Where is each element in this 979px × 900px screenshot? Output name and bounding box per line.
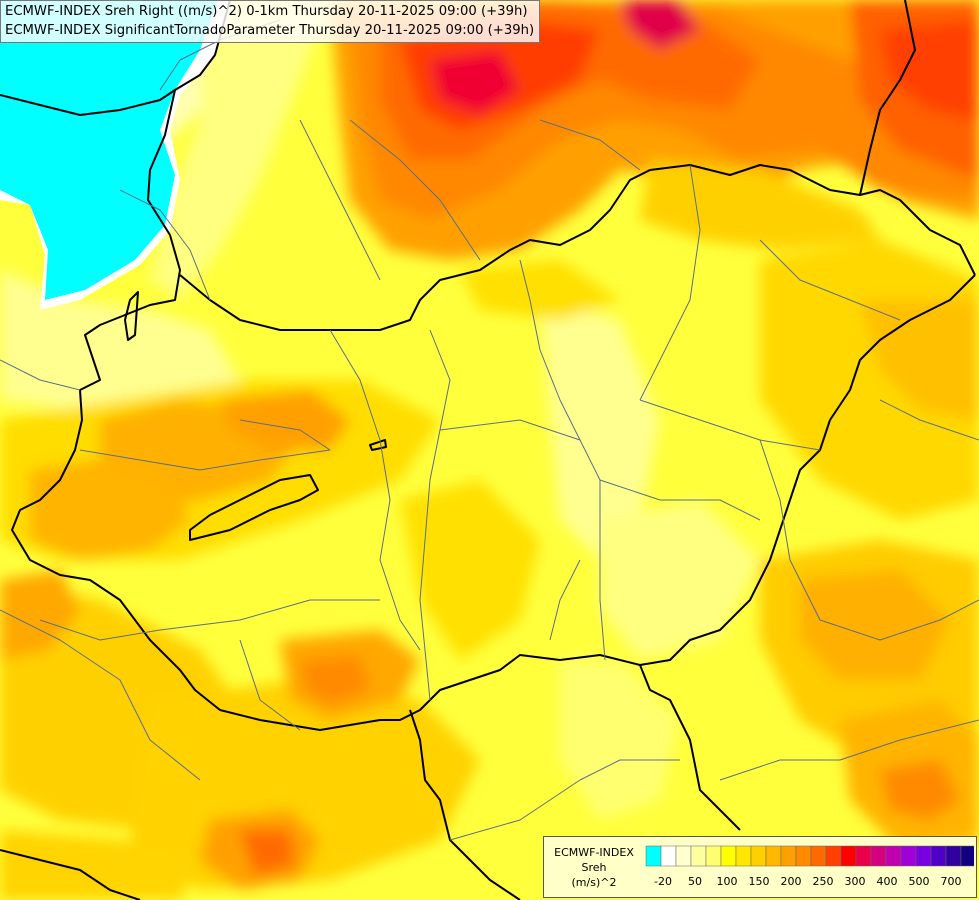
legend-tick-label: 700 xyxy=(940,875,962,888)
legend-swatch xyxy=(885,845,902,867)
legend-swatch xyxy=(645,845,662,867)
legend-tick-label: -20 xyxy=(654,875,672,888)
legend-tick-label: 250 xyxy=(812,875,834,888)
legend-tick-label: 50 xyxy=(688,875,702,888)
legend-source: ECMWF-INDEX xyxy=(554,846,634,859)
legend-swatch xyxy=(690,845,707,867)
legend-swatch xyxy=(795,845,812,867)
legend-swatch xyxy=(765,845,782,867)
legend-swatch xyxy=(675,845,692,867)
legend-swatch xyxy=(720,845,737,867)
legend-swatch xyxy=(660,845,677,867)
map-title-line-1: ECMWF-INDEX Sreh Right ((m/s)^2) 0-1km T… xyxy=(5,4,528,19)
map-title-line-2: ECMWF-INDEX SignificantTornadoParameter … xyxy=(5,23,535,38)
legend-swatch xyxy=(825,845,842,867)
legend-swatch xyxy=(870,845,887,867)
legend-swatch xyxy=(930,845,947,867)
legend-parameter: Sreh xyxy=(581,861,607,874)
legend-swatch xyxy=(900,845,917,867)
color-legend: ECMWF-INDEX Sreh (m/s)^2 -20 50 100 150 200 2… xyxy=(543,836,977,898)
legend-tick-label: 400 xyxy=(876,875,898,888)
legend-swatch xyxy=(960,845,974,867)
legend-swatch xyxy=(750,845,767,867)
legend-tick-labels: -20 50 100 150 200 250 300 400 500 700 xyxy=(646,875,968,891)
legend-tick-label: 300 xyxy=(844,875,866,888)
legend-swatch xyxy=(855,845,872,867)
map-title-box: ECMWF-INDEX Sreh Right ((m/s)^2) 0-1km T… xyxy=(0,0,541,43)
legend-swatch xyxy=(735,845,752,867)
region-borders xyxy=(0,19,979,841)
legend-label: ECMWF-INDEX Sreh (m/s)^2 xyxy=(546,845,642,890)
legend-swatch xyxy=(780,845,797,867)
legend-swatch xyxy=(840,845,857,867)
legend-tick-label: 100 xyxy=(716,875,738,888)
legend-tick-label: 500 xyxy=(908,875,930,888)
legend-swatch xyxy=(810,845,827,867)
legend-swatch xyxy=(945,845,962,867)
legend-tick-label: 200 xyxy=(780,875,802,888)
legend-color-scale xyxy=(645,845,974,867)
legend-unit: (m/s)^2 xyxy=(571,876,617,889)
legend-swatch xyxy=(915,845,932,867)
legend-tick-label: 150 xyxy=(748,875,770,888)
legend-swatch xyxy=(705,845,722,867)
